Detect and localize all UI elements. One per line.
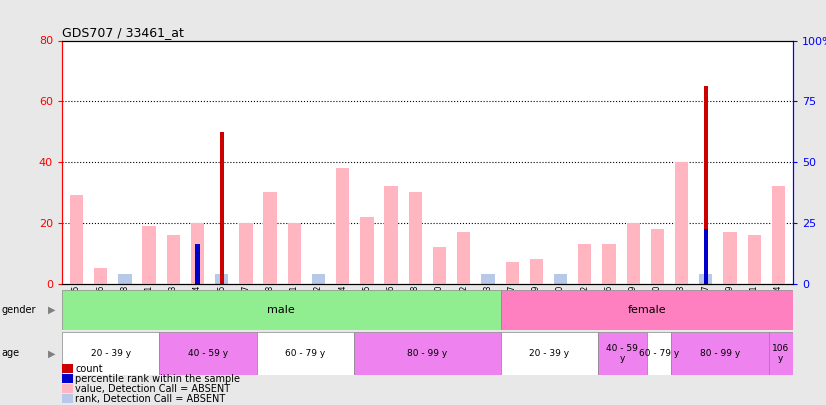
Bar: [768, 332, 793, 375]
Bar: [142, 275, 156, 284]
Bar: [257, 332, 354, 375]
Text: 106
y: 106 y: [772, 344, 790, 363]
Bar: [602, 244, 615, 284]
Bar: [724, 275, 737, 284]
Bar: [598, 332, 647, 375]
Text: 20 - 39 y: 20 - 39 y: [529, 349, 569, 358]
Bar: [240, 275, 253, 284]
Bar: [142, 226, 156, 284]
Bar: [336, 275, 349, 284]
Text: GDS707 / 33461_at: GDS707 / 33461_at: [62, 26, 184, 39]
Bar: [336, 168, 349, 284]
Bar: [62, 290, 501, 330]
Bar: [409, 192, 422, 284]
Bar: [699, 275, 713, 284]
Bar: [167, 235, 180, 284]
Bar: [482, 275, 495, 284]
Bar: [529, 275, 543, 284]
Bar: [671, 332, 768, 375]
Text: ▶: ▶: [48, 348, 55, 358]
Bar: [312, 275, 325, 284]
Bar: [704, 86, 708, 284]
Bar: [70, 275, 83, 284]
Bar: [627, 223, 640, 284]
Bar: [501, 332, 598, 375]
Bar: [501, 290, 793, 330]
Bar: [70, 196, 83, 284]
Bar: [167, 275, 180, 284]
Bar: [554, 275, 567, 284]
Text: 20 - 39 y: 20 - 39 y: [91, 349, 131, 358]
Bar: [409, 275, 422, 284]
Bar: [771, 186, 785, 284]
Bar: [433, 247, 446, 284]
Bar: [360, 217, 373, 284]
Text: 40 - 59 y: 40 - 59 y: [188, 349, 228, 358]
Text: female: female: [628, 305, 666, 315]
Bar: [240, 223, 253, 284]
Bar: [159, 332, 257, 375]
Text: 80 - 99 y: 80 - 99 y: [407, 349, 448, 358]
Bar: [94, 275, 107, 284]
Bar: [457, 275, 471, 284]
Text: 80 - 99 y: 80 - 99 y: [700, 349, 740, 358]
Text: male: male: [268, 305, 295, 315]
Bar: [287, 223, 301, 284]
Bar: [647, 332, 671, 375]
Bar: [191, 275, 204, 284]
Bar: [433, 275, 446, 284]
Text: percentile rank within the sample: percentile rank within the sample: [75, 373, 240, 384]
Bar: [287, 275, 301, 284]
Bar: [651, 229, 664, 284]
Bar: [263, 275, 277, 284]
Text: age: age: [2, 348, 20, 358]
Text: rank, Detection Call = ABSENT: rank, Detection Call = ABSENT: [75, 394, 225, 403]
Bar: [771, 275, 785, 284]
Bar: [724, 232, 737, 284]
Bar: [529, 259, 543, 283]
Bar: [191, 223, 204, 284]
Text: 40 - 59
y: 40 - 59 y: [606, 344, 638, 363]
Bar: [94, 269, 107, 283]
Bar: [627, 275, 640, 284]
Bar: [506, 275, 519, 284]
Text: value, Detection Call = ABSENT: value, Detection Call = ABSENT: [75, 384, 230, 394]
Bar: [675, 275, 688, 284]
Text: 60 - 79 y: 60 - 79 y: [638, 349, 679, 358]
Bar: [62, 332, 159, 375]
Bar: [651, 275, 664, 284]
Bar: [578, 275, 591, 284]
Text: ▶: ▶: [48, 305, 55, 315]
Bar: [675, 162, 688, 284]
Text: 60 - 79 y: 60 - 79 y: [286, 349, 325, 358]
Bar: [360, 275, 373, 284]
Bar: [748, 275, 761, 284]
Bar: [457, 232, 471, 284]
Bar: [195, 244, 200, 284]
Bar: [215, 275, 228, 284]
Bar: [384, 275, 398, 284]
Text: count: count: [75, 364, 102, 373]
Bar: [263, 192, 277, 284]
Bar: [354, 332, 501, 375]
Bar: [506, 262, 519, 284]
Bar: [748, 235, 761, 284]
Bar: [118, 275, 131, 284]
Bar: [578, 244, 591, 284]
Bar: [602, 275, 615, 284]
Bar: [704, 229, 708, 284]
Bar: [220, 132, 224, 284]
Bar: [384, 186, 398, 284]
Text: gender: gender: [2, 305, 36, 315]
